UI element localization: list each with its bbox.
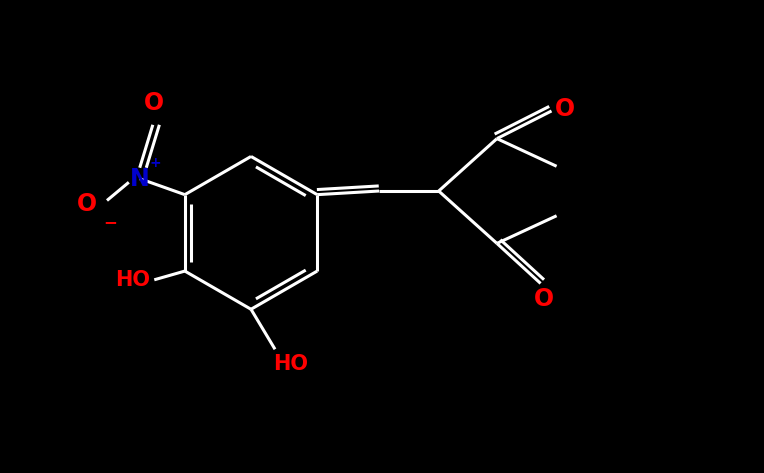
Text: HO: HO xyxy=(274,354,309,374)
Text: N: N xyxy=(130,166,150,191)
Text: O: O xyxy=(144,91,163,115)
Text: O: O xyxy=(76,192,97,216)
Text: O: O xyxy=(534,288,555,311)
Text: O: O xyxy=(555,97,575,121)
Text: HO: HO xyxy=(115,270,150,290)
Text: −: − xyxy=(104,213,118,231)
Text: +: + xyxy=(150,156,161,170)
